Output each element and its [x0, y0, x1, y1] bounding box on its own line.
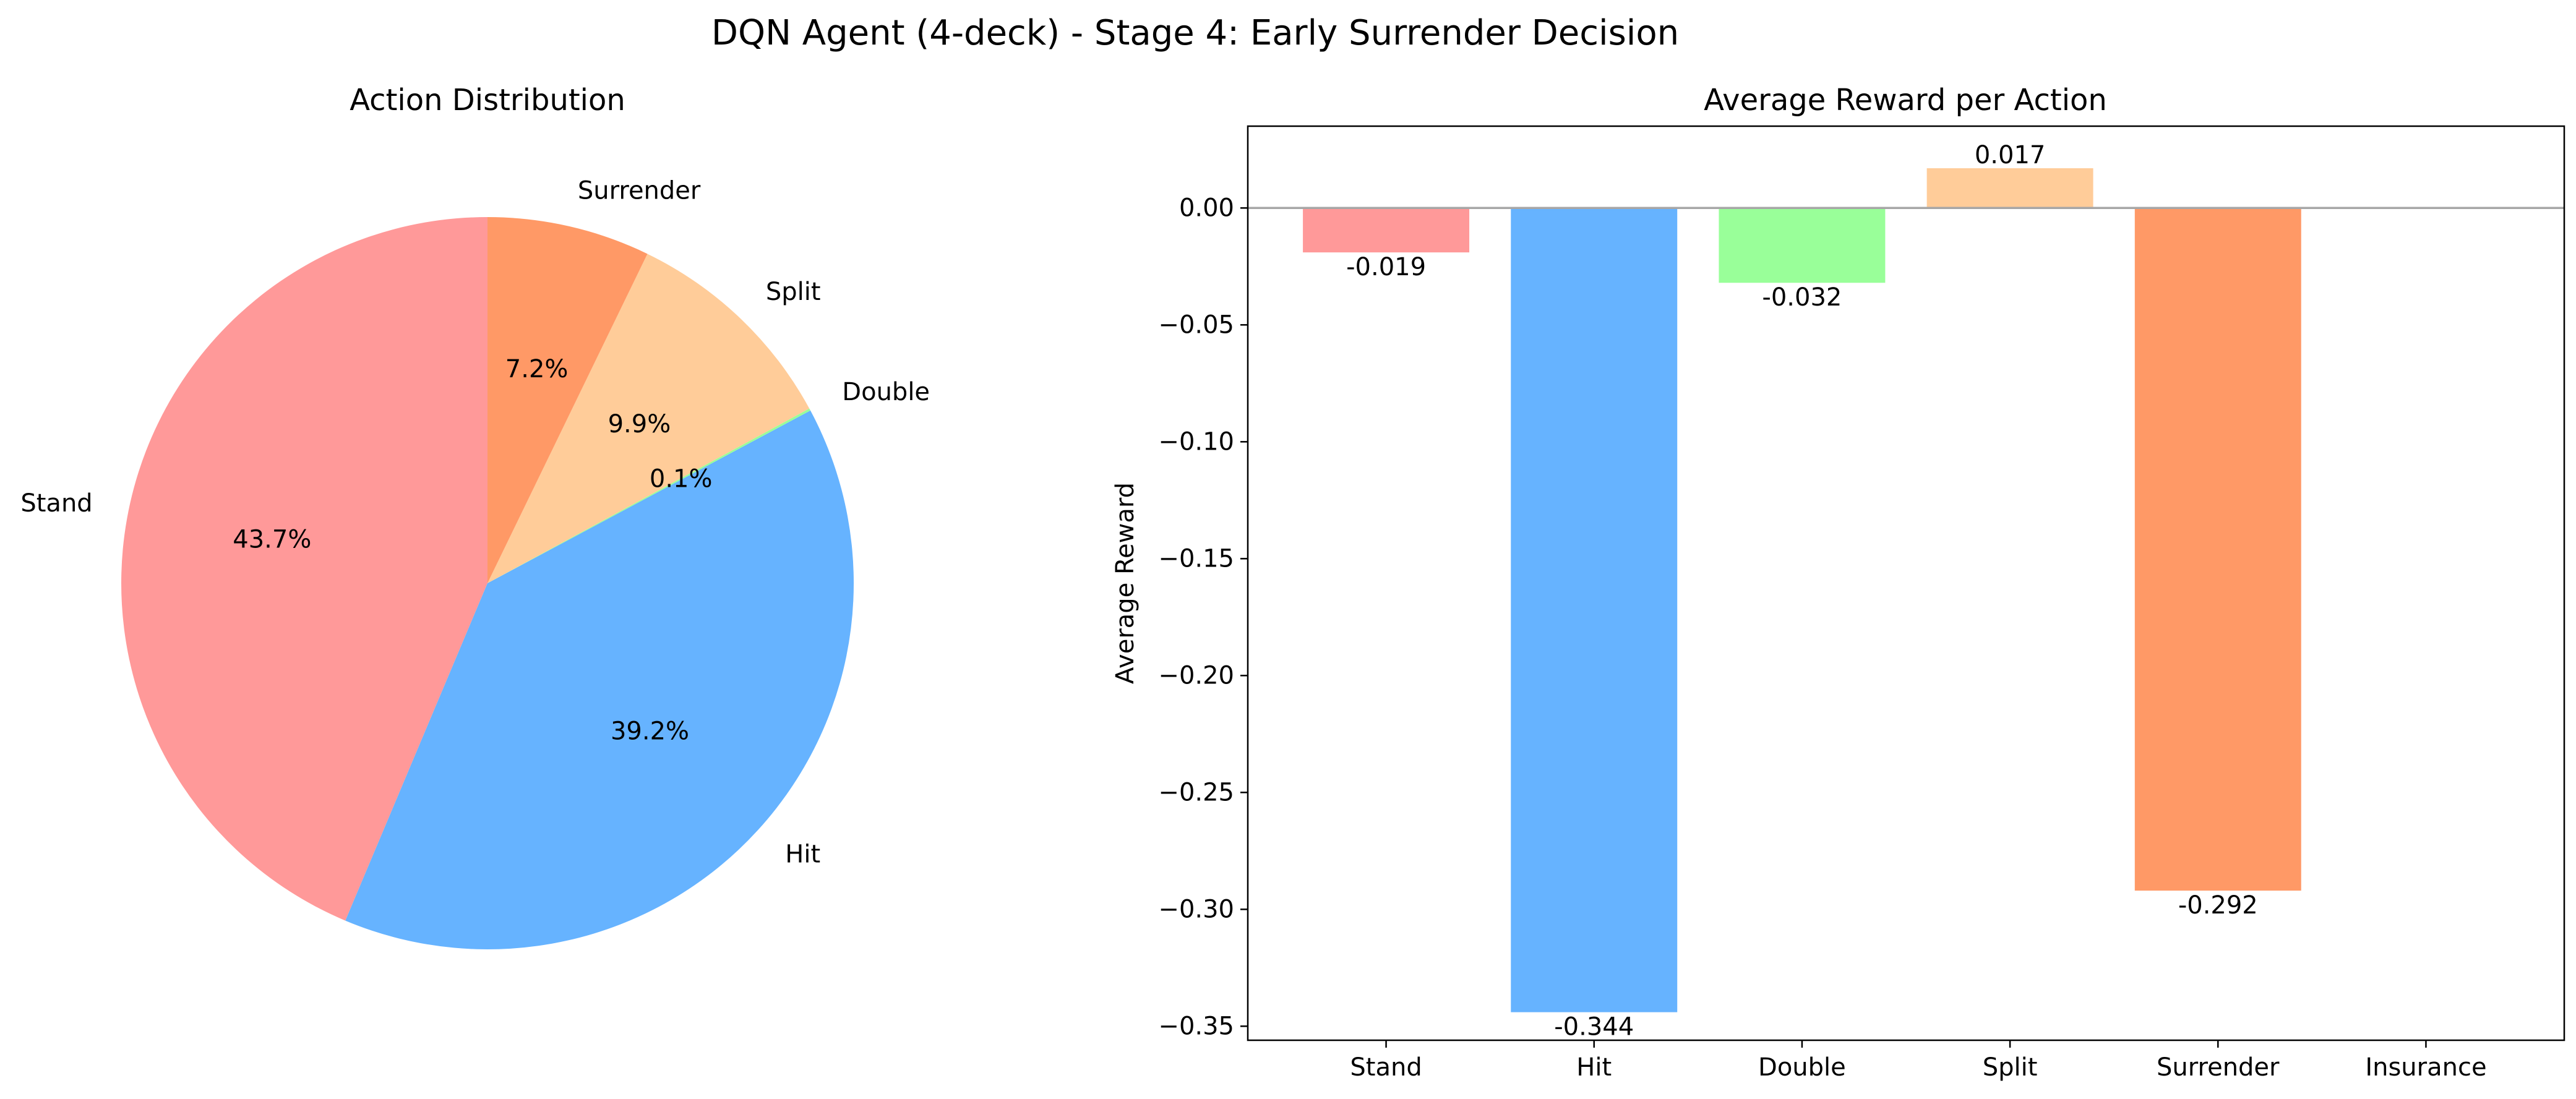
y-tick-label: −0.25: [1158, 778, 1234, 806]
pie-percent-hit: 39.2%: [611, 717, 689, 745]
bar-split: [1926, 168, 2093, 208]
y-tick-label: −0.35: [1158, 1012, 1234, 1040]
pie-slice-double: [487, 408, 811, 583]
pie-labels: Stand 43.7% Hit 39.2% Double 0.1% Split 9.9% Sur…: [20, 176, 930, 868]
pie-slice-stand: [121, 217, 487, 921]
y-tick-label: −0.30: [1158, 895, 1234, 923]
pie-label-split: Split: [766, 278, 821, 306]
bar-value-label-hit: -0.344: [1554, 1012, 1634, 1041]
x-tick-label-surrender: Surrender: [2157, 1053, 2280, 1082]
pie-chart-panel: Action Distribution Stand 43.7% Hit 39.2% Do…: [20, 83, 930, 949]
pie-percent-surrender: 7.2%: [505, 355, 569, 383]
bar-stand: [1303, 208, 1470, 253]
pie-percent-split: 9.9%: [608, 410, 671, 438]
bar-hit: [1511, 208, 1678, 1012]
bar-double: [1719, 208, 1886, 283]
plot-frame: [1247, 125, 2565, 1041]
pie-percent-double: 0.1%: [650, 465, 713, 494]
x-tick-label-stand: Stand: [1350, 1053, 1422, 1082]
pie-label-surrender: Surrender: [578, 176, 701, 205]
bar-marks: [1303, 168, 2301, 1012]
y-axis: 0.00 −0.05 −0.10 −0.15 −0.20 −0.25 −0.30 −0.35: [1158, 194, 1248, 1040]
x-axis: Stand Hit Double Split Surrender Insurance: [1350, 1040, 2487, 1082]
x-tick-label-split: Split: [1983, 1053, 2038, 1082]
x-tick-label-hit: Hit: [1576, 1053, 1612, 1082]
bar-value-label-stand: -0.019: [1346, 253, 1426, 281]
pie-slice-surrender: [487, 217, 648, 583]
figure-title: DQN Agent (4-deck) - Stage 4: Early Surr…: [711, 13, 1679, 53]
bar-value-label-split: 0.017: [1975, 141, 2046, 169]
bar-value-label-double: -0.032: [1762, 283, 1842, 312]
x-tick-label-insurance: Insurance: [2365, 1053, 2486, 1082]
y-tick-label: 0.00: [1179, 194, 1234, 222]
bar-chart-panel: Average Reward per Action -0.019-0.344-0…: [1111, 83, 2565, 1082]
pie-label-double: Double: [842, 378, 930, 406]
x-tick-label-double: Double: [1758, 1053, 1846, 1082]
pie-label-hit: Hit: [785, 840, 820, 869]
y-tick-label: −0.20: [1158, 661, 1234, 690]
y-tick-label: −0.05: [1158, 310, 1234, 339]
pie-percent-stand: 43.7%: [233, 526, 311, 554]
bar-value-label-surrender: -0.292: [2178, 891, 2258, 920]
bar-surrender: [2134, 208, 2301, 891]
pie-slice-split: [487, 254, 810, 583]
y-tick-label: −0.10: [1158, 427, 1234, 456]
pie-chart-title: Action Distribution: [350, 83, 625, 118]
y-tick-label: −0.15: [1158, 544, 1234, 573]
pie-slice-hit: [345, 410, 854, 949]
pie-label-stand: Stand: [20, 489, 92, 518]
pie-slices: [121, 217, 854, 949]
y-axis-label: Average Reward: [1111, 482, 1140, 684]
bar-chart-title: Average Reward per Action: [1704, 83, 2107, 118]
bar-value-labels: -0.019 -0.344 -0.032 0.017 -0.292: [1346, 141, 2258, 1041]
